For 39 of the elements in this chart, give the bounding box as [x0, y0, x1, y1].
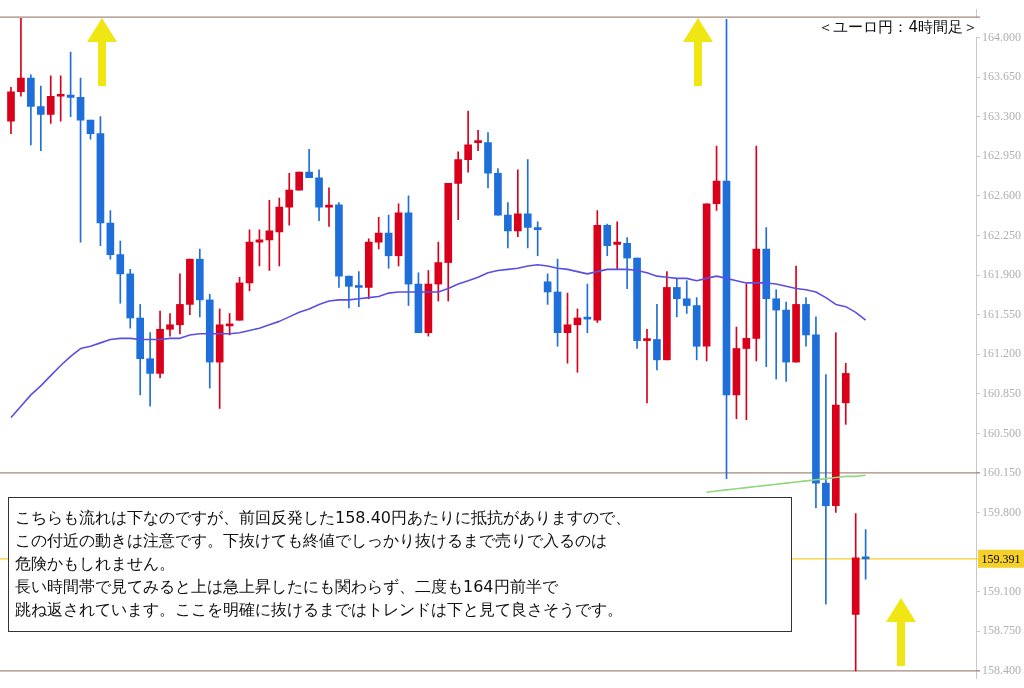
y-tick-label: 160.150: [982, 465, 1021, 480]
y-tick-label: 161.200: [982, 346, 1021, 361]
candlestick: [772, 289, 781, 380]
annotation: こちらも流れは下なのですが、前回反発した158.40円あたりに抵抗がありますので、: [15, 507, 632, 529]
annotation: 跳ね返されています。ここを明確に抜けるまではトレンドは下と見て良さそうです。: [15, 599, 624, 621]
y-tick-label: 158.750: [982, 623, 1021, 638]
candlestick: [36, 85, 45, 151]
candlestick: [17, 17, 25, 97]
annotation: 危険かもしれません。: [15, 553, 176, 575]
y-tick-label: 164.000: [982, 29, 1021, 44]
annotation: 長い時間帯で見てみると上は急上昇したにも関わらず、二度も164円前半で: [15, 576, 559, 598]
candlestick: [822, 374, 830, 605]
y-tick-label: 162.950: [982, 148, 1021, 163]
candlestick: [613, 221, 622, 270]
y-tick-label: 162.250: [982, 227, 1021, 242]
candlestick: [305, 149, 313, 179]
candlestick: [643, 328, 651, 404]
y-tick-label: 159.100: [982, 583, 1021, 598]
ref-line-label: 159.391: [981, 551, 1021, 566]
y-tick-label: 158.400: [982, 663, 1021, 678]
annotation: この付近の動きは注意です。下抜けても終値でしっかり抜けるまで売りで入るのは: [15, 530, 608, 552]
candlestick: [56, 75, 65, 122]
candlestick: [146, 332, 154, 407]
candlestick: [354, 271, 363, 307]
candlestick: [523, 159, 532, 249]
y-tick-label: 159.800: [982, 504, 1021, 519]
y-tick-label: 161.550: [982, 306, 1021, 321]
text: ＜ユーロ円：4時間足＞: [818, 18, 978, 37]
candlestick: [474, 129, 482, 151]
y-tick-label: 160.500: [982, 425, 1021, 440]
candlestick: [513, 169, 522, 237]
y-tick-label: 160.850: [982, 385, 1021, 400]
y-tick-label: 162.600: [982, 187, 1021, 202]
candlestick: [464, 110, 472, 173]
y-tick-label: 163.650: [982, 69, 1021, 84]
y-tick-label: 163.300: [982, 108, 1021, 123]
candlestick: [533, 221, 542, 257]
candlestick: [682, 280, 691, 314]
y-tick-label: 161.900: [982, 267, 1021, 282]
